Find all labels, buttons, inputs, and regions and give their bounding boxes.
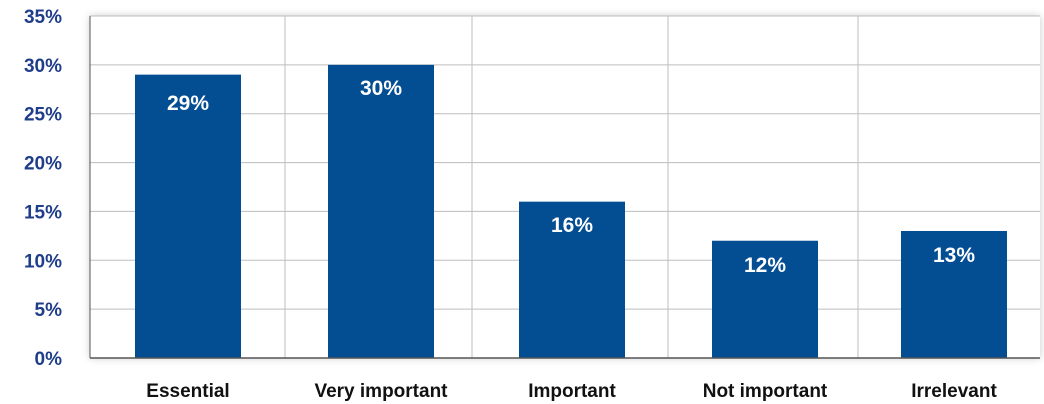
data-label: 30%	[360, 77, 402, 100]
y-axis-ticks: 0% 5% 10% 15% 20% 25% 30% 35%	[24, 7, 62, 370]
bar	[519, 201, 625, 358]
bar	[712, 240, 818, 358]
y-tick-label: 0%	[35, 349, 63, 370]
y-tick-label: 20%	[24, 154, 62, 175]
x-tick-label: Very important	[314, 381, 448, 402]
data-label: 29%	[167, 92, 209, 115]
x-axis-ticks: Essential Very important Important Not impo…	[146, 381, 997, 402]
bars	[135, 64, 1007, 358]
axes	[89, 16, 1040, 359]
y-tick-label: 30%	[24, 56, 62, 77]
x-tick-label: Essential	[146, 381, 229, 402]
bar	[135, 74, 241, 358]
bar	[901, 230, 1007, 358]
data-label: 16%	[551, 214, 593, 237]
data-label: 12%	[744, 254, 786, 277]
x-tick-label: Irrelevant	[911, 381, 997, 402]
x-tick-label: Not important	[703, 381, 828, 402]
y-tick-label: 25%	[24, 105, 62, 126]
bar	[328, 64, 434, 358]
y-tick-label: 15%	[24, 202, 62, 223]
y-tick-label: 35%	[24, 7, 62, 28]
x-tick-label: Important	[528, 381, 616, 402]
y-tick-label: 5%	[35, 300, 63, 321]
data-labels: 29% 30% 16% 12% 13%	[167, 77, 975, 277]
y-tick-label: 10%	[24, 251, 62, 272]
data-label: 13%	[933, 244, 975, 267]
